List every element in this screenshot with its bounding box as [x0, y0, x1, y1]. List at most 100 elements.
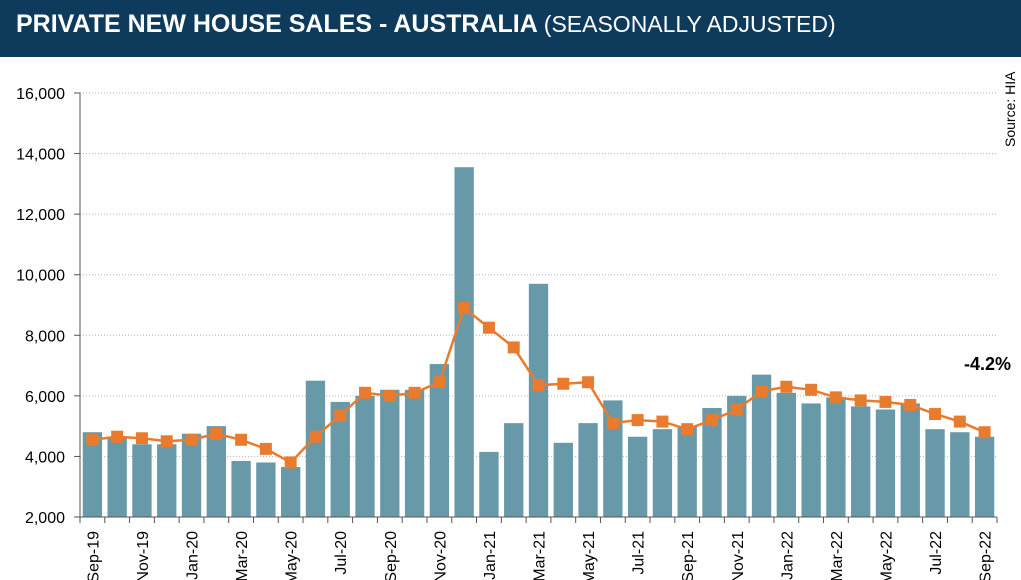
bar	[925, 429, 945, 517]
line-marker	[705, 414, 718, 427]
line-marker	[904, 398, 917, 411]
bar	[801, 403, 821, 517]
line-marker	[359, 386, 372, 399]
x-tick-label: Jul-22	[928, 531, 945, 575]
y-tick-label: 14,000	[16, 147, 65, 164]
x-tick-label: Mar-21	[532, 531, 549, 580]
x-tick-label: Nov-20	[432, 531, 449, 580]
line-marker	[805, 383, 818, 396]
x-tick-label: Nov-21	[730, 531, 747, 580]
bar	[231, 460, 251, 517]
line-marker	[458, 302, 471, 315]
line-marker	[780, 380, 793, 393]
bar	[305, 380, 326, 517]
line-marker	[135, 432, 148, 445]
line-marker	[433, 376, 446, 389]
bar	[206, 426, 226, 517]
line-marker	[408, 386, 421, 399]
line-marker	[953, 415, 966, 428]
line-marker	[210, 427, 223, 440]
bar	[578, 423, 598, 517]
bar	[528, 283, 549, 517]
bar	[900, 403, 920, 517]
line-marker	[482, 321, 495, 334]
line-marker	[730, 403, 743, 416]
bar	[280, 467, 301, 517]
x-tick-label: Mar-22	[829, 531, 846, 580]
line-marker	[755, 385, 768, 398]
line-marker	[929, 408, 942, 421]
line-marker	[582, 376, 595, 389]
line-marker	[631, 414, 644, 427]
line-marker	[334, 409, 347, 422]
bar	[479, 451, 499, 517]
bar	[875, 409, 896, 517]
line-marker	[681, 423, 694, 436]
x-tick-label: Jan-20	[185, 531, 202, 580]
x-tick-label: Jan-22	[779, 531, 796, 580]
bar	[256, 462, 276, 517]
y-tick-label: 2,000	[25, 510, 65, 527]
bar	[677, 426, 697, 517]
x-tick-label: Jul-20	[333, 531, 350, 575]
line-marker	[532, 379, 545, 392]
line-marker	[86, 433, 99, 446]
bar	[380, 389, 400, 517]
x-tick-label: May-20	[284, 531, 301, 580]
y-tick-label: 16,000	[16, 86, 65, 103]
bar	[330, 401, 350, 517]
bar	[157, 444, 177, 517]
y-tick-label: 6,000	[25, 389, 65, 406]
line-marker	[507, 341, 520, 354]
chart-title-main: PRIVATE NEW HOUSE SALES - AUSTRALIA	[16, 10, 538, 38]
y-tick-label: 10,000	[16, 268, 65, 285]
line-marker	[309, 430, 322, 443]
chart-title-sub: (SEASONALLY ADJUSTED)	[543, 11, 836, 37]
bar	[974, 436, 995, 517]
line-marker	[284, 456, 297, 469]
bar	[355, 395, 375, 517]
bar	[429, 364, 450, 517]
bar	[107, 436, 127, 517]
line-marker	[978, 426, 991, 439]
chart-title: PRIVATE NEW HOUSE SALES - AUSTRALIA (SEAS…	[16, 10, 836, 39]
x-tick-label: Nov-19	[135, 531, 152, 580]
bar	[751, 374, 772, 517]
bar	[603, 400, 623, 517]
x-tick-label: Sep-21	[680, 531, 697, 580]
x-tick-label: Jan-21	[482, 531, 499, 580]
bar	[727, 395, 747, 517]
bar	[702, 407, 722, 517]
line-marker	[656, 415, 669, 428]
line-marker	[854, 394, 867, 407]
line-marker	[879, 395, 892, 408]
y-tick-label: 4,000	[25, 449, 65, 466]
line-marker	[606, 417, 619, 430]
line-marker	[557, 377, 570, 390]
x-tick-label: May-21	[581, 531, 598, 580]
x-tick-label: Sep-20	[383, 531, 400, 580]
line-marker	[111, 430, 124, 443]
bar	[553, 442, 573, 517]
bar	[627, 436, 648, 517]
bar	[454, 167, 474, 517]
line-marker	[259, 442, 272, 455]
change-annotation: -4.2%	[964, 354, 1012, 374]
bar	[652, 429, 673, 517]
bar	[776, 392, 797, 517]
bar	[132, 444, 152, 517]
chart-header: PRIVATE NEW HOUSE SALES - AUSTRALIA (SEAS…	[0, 0, 1021, 57]
x-tick-label: Sep-22	[978, 531, 995, 580]
line-marker	[160, 435, 173, 448]
line-marker	[383, 389, 396, 402]
x-tick-label: Mar-20	[234, 531, 251, 580]
bar	[82, 432, 103, 517]
line-marker	[185, 433, 198, 446]
y-tick-label: 8,000	[25, 328, 65, 345]
line-marker	[235, 433, 248, 446]
y-tick-label: 12,000	[16, 207, 65, 224]
x-tick-label: Jul-21	[631, 531, 648, 575]
line-marker	[829, 391, 842, 404]
x-tick-label: May-22	[878, 531, 895, 580]
bar	[404, 389, 425, 517]
